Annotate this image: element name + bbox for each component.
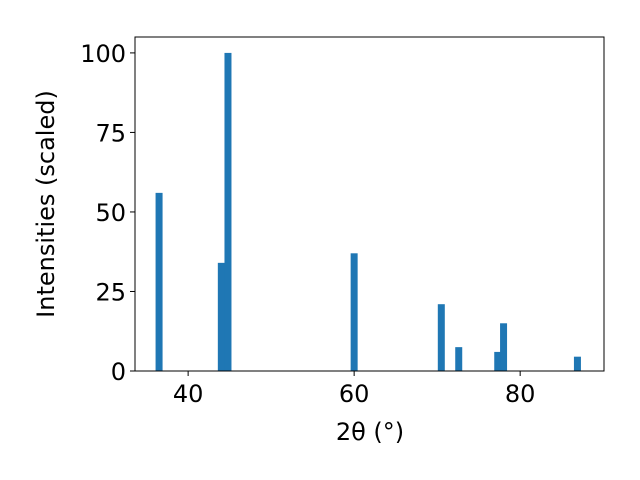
bar — [155, 192, 163, 371]
x-axis-label: 2θ (°) — [336, 418, 404, 446]
bar — [455, 347, 463, 371]
x-tick-label: 40 — [173, 380, 204, 408]
plot-frame — [134, 36, 605, 372]
bar — [217, 262, 225, 371]
y-tick-label: 0 — [111, 358, 126, 386]
y-axis-label: Intensities (scaled) — [32, 90, 60, 318]
bar — [494, 351, 502, 371]
bar — [224, 52, 232, 372]
y-tick-label: 25 — [95, 278, 126, 306]
bar — [350, 253, 358, 371]
y-tick-label: 75 — [95, 119, 126, 147]
bar — [500, 323, 508, 371]
bar — [573, 356, 581, 371]
x-tick-label: 80 — [505, 380, 536, 408]
y-tick-label: 50 — [95, 199, 126, 227]
x-tick-label: 60 — [339, 380, 370, 408]
y-tick-label: 100 — [80, 40, 126, 68]
bar — [437, 304, 445, 371]
